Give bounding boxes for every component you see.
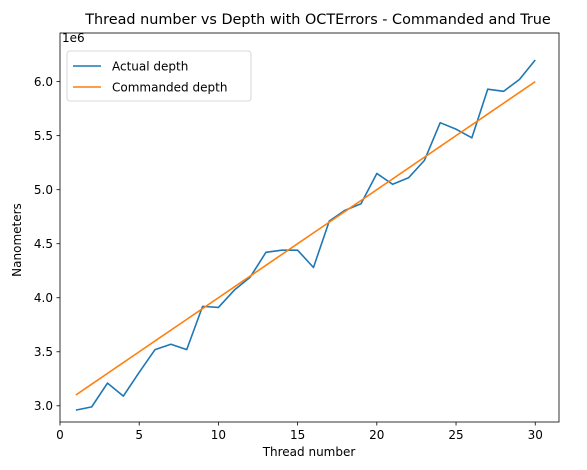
x-tick-label: 10 xyxy=(211,428,226,442)
x-tick-label: 25 xyxy=(448,428,463,442)
legend: Actual depth Commanded depth xyxy=(66,50,252,102)
y-tick-label: 3.0 xyxy=(34,399,53,413)
chart-title: Thread number vs Depth with OCTErrors - … xyxy=(84,12,551,28)
y-axis-label: Nanometers xyxy=(10,203,24,277)
series-line-commanded-depth xyxy=(75,80,536,396)
y-tick-label: 4.0 xyxy=(34,291,53,305)
y-tick-label: 6.0 xyxy=(34,75,53,89)
legend-box xyxy=(66,50,252,102)
x-tick-label: 30 xyxy=(528,428,543,442)
x-tick-label: 20 xyxy=(369,428,384,442)
plot-area: 0 5 10 15 20 25 30 3.0 3.5 4.0 4.5 5.0 5.5 6.0 xyxy=(34,32,560,442)
x-tick-label: 0 xyxy=(56,428,64,442)
legend-label: Actual depth xyxy=(112,59,188,73)
y-tick-label: 5.0 xyxy=(34,183,53,197)
x-tick-label: 15 xyxy=(290,428,305,442)
series-line-actual-depth xyxy=(75,59,536,411)
y-tick-label: 4.5 xyxy=(34,237,53,251)
x-axis-label: Thread number xyxy=(262,445,356,459)
y-tick-label: 5.5 xyxy=(34,129,53,143)
y-offset-label: 1e6 xyxy=(62,31,85,45)
x-tick-label: 5 xyxy=(135,428,143,442)
axes-frame xyxy=(59,32,560,423)
legend-label: Commanded depth xyxy=(112,80,227,94)
y-tick-label: 3.5 xyxy=(34,345,53,359)
